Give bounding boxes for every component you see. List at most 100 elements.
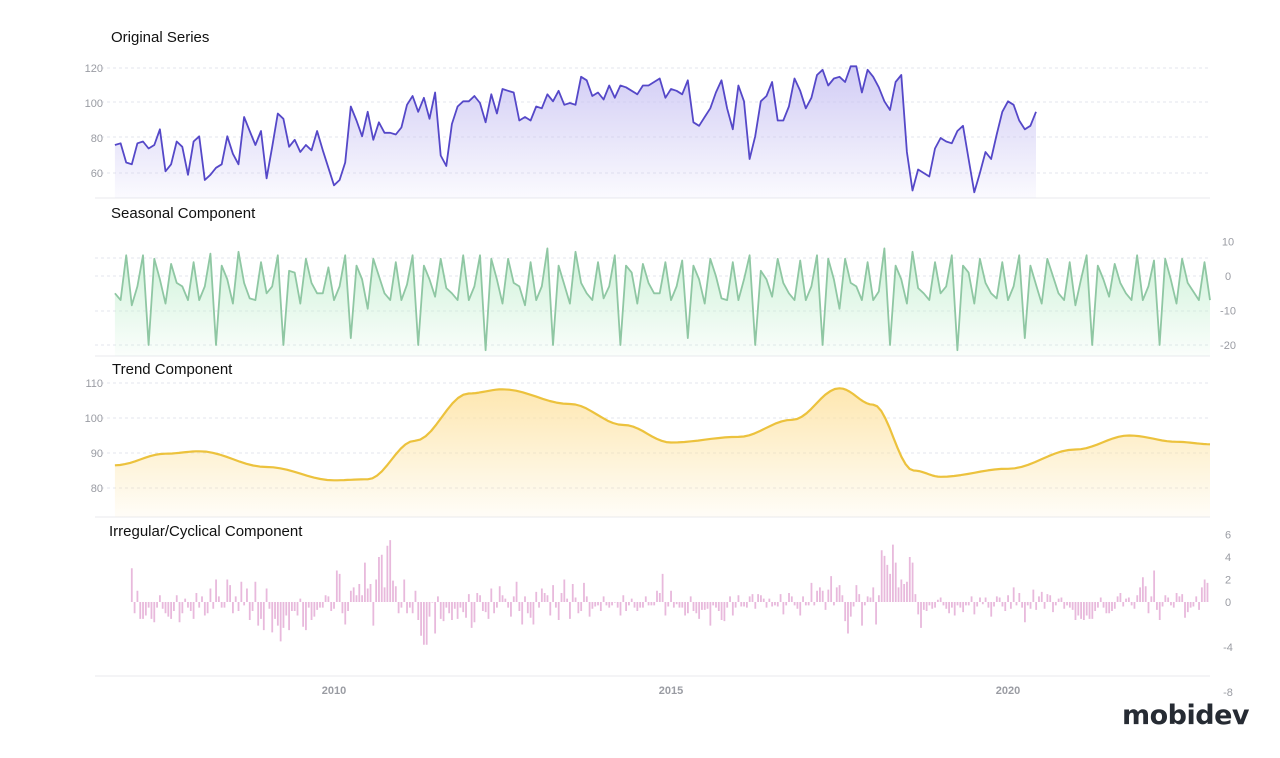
- irregular-bar: [1046, 594, 1049, 602]
- irregular-bar: [1178, 596, 1181, 602]
- irregular-bar: [995, 596, 998, 602]
- irregular-bar: [1108, 602, 1111, 614]
- irregular-bar: [1038, 596, 1040, 602]
- irregular-bar: [408, 602, 411, 608]
- irregular-bar: [518, 602, 521, 611]
- irregular-bar: [316, 602, 319, 610]
- irregular-bar: [1032, 589, 1035, 602]
- irregular-bar: [945, 602, 948, 609]
- irregular-bar: [344, 602, 347, 625]
- irregular-bar: [1091, 602, 1094, 619]
- irregular-bar: [529, 602, 532, 618]
- irregular-bar: [692, 602, 695, 611]
- y-tick-label: -20: [1220, 340, 1236, 352]
- irregular-bar: [583, 582, 585, 602]
- irregular-bar: [647, 602, 650, 606]
- irregular-bar: [442, 602, 445, 622]
- irregular-bar: [911, 562, 914, 602]
- x-tick-label: 2010: [322, 685, 346, 697]
- x-tick-label: 2015: [659, 685, 683, 697]
- irregular-bar: [164, 602, 167, 614]
- y-tick-label: -8: [1223, 687, 1233, 699]
- irregular-bar: [754, 602, 757, 609]
- irregular-bar: [717, 602, 720, 611]
- irregular-bar: [209, 588, 212, 602]
- irregular-bar: [310, 602, 313, 620]
- irregular-bar: [481, 602, 484, 611]
- y-tick-label: 80: [91, 483, 103, 495]
- irregular-bar: [566, 598, 569, 602]
- irregular-bar: [844, 602, 847, 622]
- irregular-bar: [1012, 587, 1015, 602]
- irregular-bar: [147, 602, 150, 608]
- irregular-bar: [569, 602, 571, 619]
- irregular-bar: [195, 593, 198, 602]
- irregular-bar: [908, 557, 911, 602]
- irregular-bar: [931, 602, 934, 609]
- irregular-bar: [173, 602, 175, 611]
- irregular-bar: [588, 602, 591, 617]
- series-area: [114, 388, 1210, 517]
- irregular-bar: [133, 602, 136, 614]
- irregular-bar: [386, 545, 389, 602]
- y-tick-label: 60: [91, 168, 103, 180]
- irregular-bar: [622, 595, 625, 602]
- irregular-bar: [571, 584, 574, 602]
- irregular-bar: [936, 599, 939, 602]
- irregular-bar: [540, 588, 543, 602]
- irregular-bar: [380, 554, 383, 602]
- panel-2: Seasonal Component 10 0 -10 -20: [95, 205, 1236, 357]
- irregular-bar: [175, 595, 178, 602]
- series-line: [114, 65, 1037, 194]
- irregular-bar: [1192, 602, 1195, 607]
- irregular-bar: [507, 602, 510, 608]
- irregular-bar: [1198, 602, 1200, 610]
- y-tick-label: 2: [1225, 575, 1231, 587]
- irregular-bar: [1195, 596, 1198, 602]
- irregular-bar: [254, 581, 257, 602]
- y-tick-label: 0: [1225, 597, 1231, 609]
- irregular-bar: [156, 602, 158, 608]
- irregular-bar: [142, 602, 144, 619]
- y-tick-label: 120: [85, 63, 103, 75]
- irregular-bar: [349, 590, 352, 602]
- irregular-bar: [1186, 602, 1189, 613]
- irregular-bar: [1167, 597, 1170, 602]
- irregular-bar: [330, 602, 333, 611]
- irregular-bar: [366, 588, 369, 602]
- irregular-bar: [136, 590, 139, 602]
- irregular-bar: [524, 596, 526, 602]
- irregular-bar: [321, 602, 324, 608]
- irregular-bar: [1074, 602, 1077, 620]
- irregular-bar: [1189, 602, 1192, 608]
- irregular-bar: [656, 590, 658, 602]
- irregular-bar: [639, 602, 642, 608]
- irregular-bar: [203, 602, 206, 616]
- irregular-bar: [681, 602, 684, 608]
- irregular-bar: [602, 596, 605, 602]
- irregular-bar: [158, 595, 161, 602]
- irregular-bar: [484, 602, 487, 613]
- y-tick-label: 100: [85, 98, 103, 110]
- irregular-bar: [1094, 602, 1097, 611]
- series-line: [114, 247, 1211, 352]
- irregular-bar: [451, 602, 453, 620]
- irregular-bar: [358, 584, 361, 602]
- irregular-bar: [1063, 602, 1066, 609]
- irregular-bar: [605, 602, 608, 606]
- irregular-bar: [512, 596, 515, 602]
- irregular-bar: [549, 602, 552, 616]
- irregular-bar: [799, 602, 802, 616]
- irregular-bar: [939, 597, 942, 602]
- irregular-bar: [976, 602, 979, 607]
- irregular-bar: [181, 602, 184, 614]
- irregular-bar: [650, 602, 653, 606]
- irregular-bar: [234, 596, 237, 602]
- irregular-bar: [246, 588, 248, 602]
- irregular-bar: [852, 602, 855, 607]
- y-tick-label: -4: [1223, 642, 1233, 654]
- irregular-bar: [1130, 602, 1133, 606]
- irregular-bar: [335, 570, 338, 602]
- irregular-bar: [265, 588, 268, 602]
- irregular-bar: [504, 598, 507, 602]
